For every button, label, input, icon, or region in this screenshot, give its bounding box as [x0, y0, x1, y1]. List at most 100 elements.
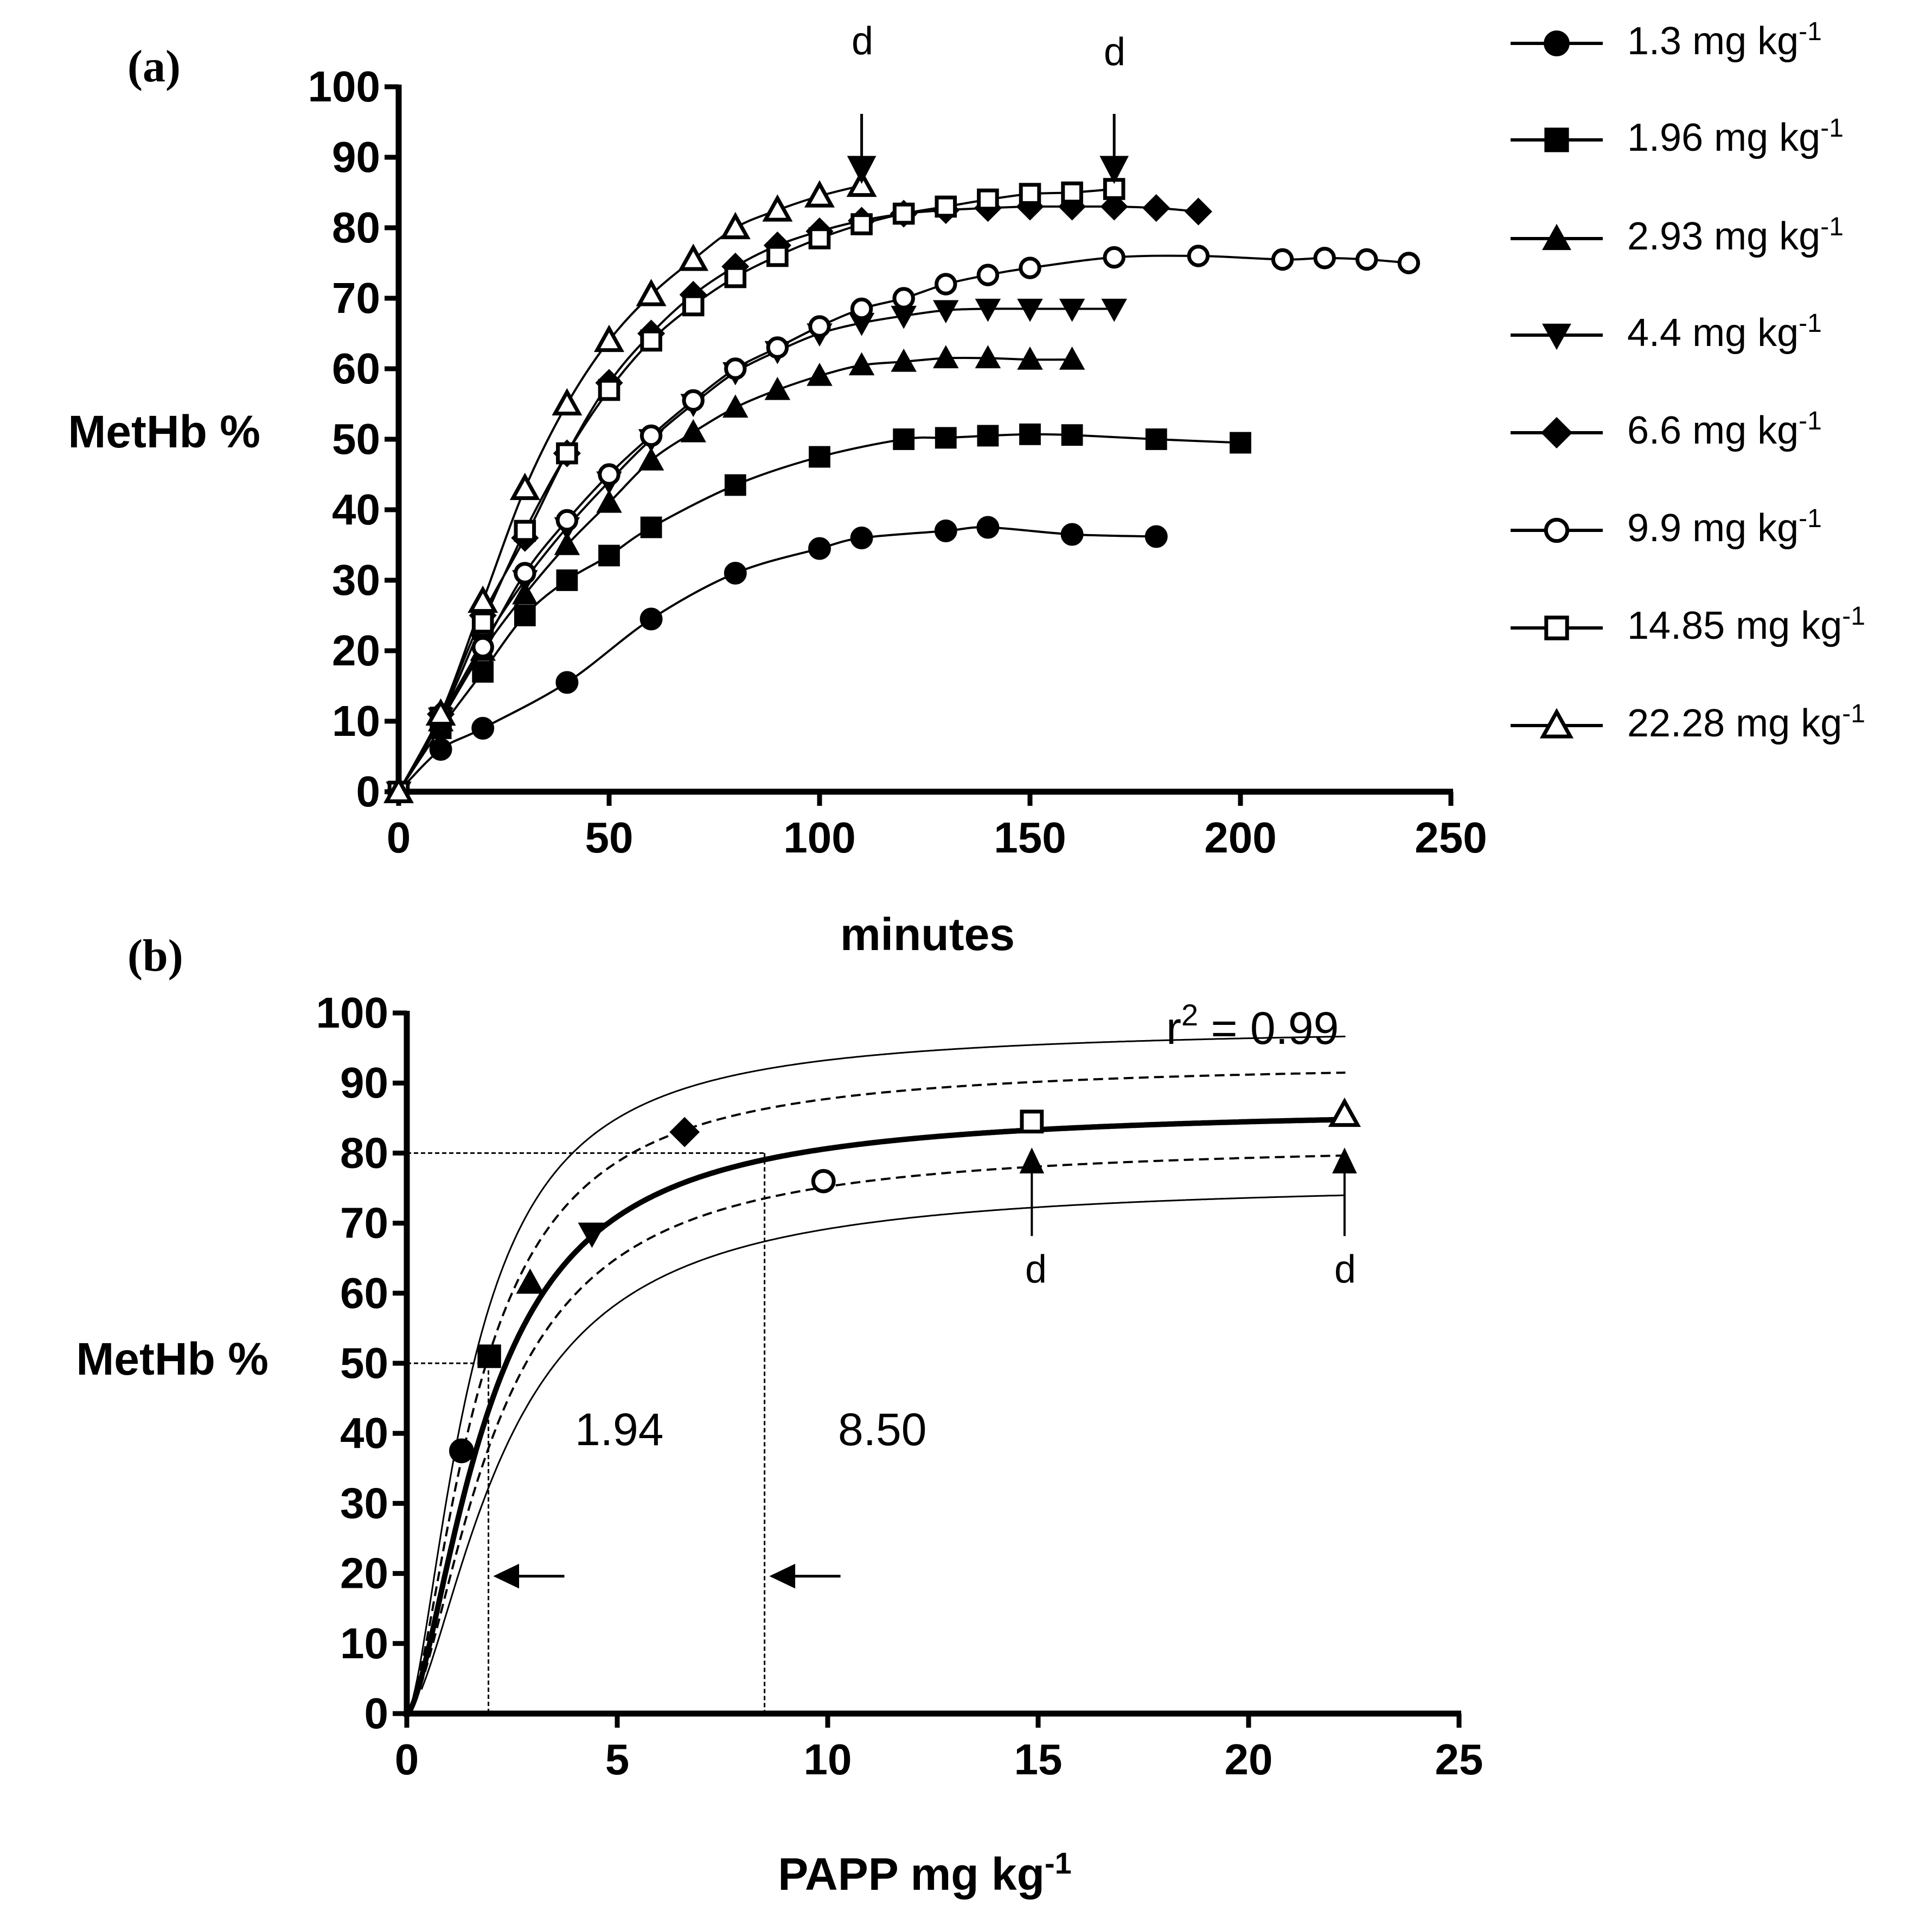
- data-point: [472, 661, 494, 683]
- data-point: [850, 527, 873, 549]
- data-point: [1019, 256, 1041, 279]
- data-point: [850, 297, 873, 320]
- data-point: [640, 516, 662, 538]
- data-point: [514, 562, 536, 585]
- data-point: [596, 489, 622, 513]
- data-point: [594, 324, 624, 352]
- x-tick-label: 150: [994, 813, 1066, 862]
- x-tick-label: 100: [783, 813, 855, 862]
- data-point: [766, 245, 789, 267]
- y-tick-label: 40: [332, 485, 380, 534]
- data-point: [425, 698, 456, 726]
- data-point: [640, 329, 662, 352]
- data-point: [509, 472, 540, 501]
- data-point: [1060, 523, 1084, 546]
- legend-label-22-28: 22.28 mg kg-1: [1627, 700, 1865, 745]
- legend-marker: [1544, 30, 1570, 56]
- legend-label-9-9: 9.9 mg kg-1: [1627, 504, 1822, 550]
- data-point: [516, 1268, 545, 1294]
- data-point: [1061, 181, 1083, 204]
- data-point: [1142, 194, 1170, 222]
- data-point: [934, 519, 957, 542]
- data-point: [977, 425, 999, 447]
- data-point: [1017, 298, 1043, 322]
- data-point: [468, 585, 498, 613]
- x-tick-label: 50: [585, 813, 634, 862]
- data-point: [808, 537, 831, 560]
- data-point: [429, 738, 452, 761]
- data-point: [766, 336, 789, 359]
- data-point: [976, 264, 1000, 286]
- data-point: [804, 180, 835, 208]
- data-point: [552, 388, 583, 416]
- data-point: [892, 202, 915, 225]
- data-point: [762, 194, 793, 222]
- x-tick-label: 10: [804, 1735, 852, 1784]
- data-point: [975, 345, 1001, 369]
- y-tick-label: 80: [332, 203, 380, 252]
- data-point: [682, 389, 705, 412]
- y-tick-label: 100: [308, 62, 380, 111]
- data-point: [807, 362, 833, 386]
- data-point: [846, 169, 877, 197]
- data-point: [680, 419, 706, 442]
- panel-b-xlabel: PAPP mg kg-1: [778, 1846, 1072, 1900]
- panel-a-ylabel: MetHb %: [68, 406, 260, 457]
- data-point: [724, 266, 747, 288]
- x-tick-label: 5: [605, 1735, 630, 1784]
- panel-b-ylabel: MetHb %: [76, 1333, 268, 1384]
- ec80-label: 8.50: [838, 1404, 927, 1455]
- data-point: [514, 519, 536, 542]
- data-point: [1187, 245, 1210, 267]
- data-point: [933, 300, 959, 324]
- y-tick-label: 50: [340, 1339, 388, 1387]
- data-point: [598, 544, 620, 567]
- data-point: [809, 446, 830, 468]
- fit-curve: [406, 1117, 1346, 1714]
- legend-marker: [1542, 323, 1571, 350]
- data-point: [1144, 525, 1168, 548]
- legend-label-4-4: 4.4 mg kg-1: [1627, 309, 1822, 355]
- panel-b-reference-lines: [407, 1152, 841, 1714]
- data-point: [1019, 424, 1041, 445]
- data-point: [449, 1438, 474, 1464]
- annotation-d: d: [1025, 1248, 1047, 1291]
- data-point: [977, 188, 999, 211]
- confidence-band-upper: [406, 1072, 1346, 1715]
- data-point: [556, 442, 578, 465]
- data-point: [724, 357, 747, 380]
- x-tick-label: 15: [1014, 1735, 1063, 1784]
- y-tick-label: 90: [340, 1059, 388, 1107]
- data-point: [764, 376, 791, 400]
- data-point: [556, 569, 578, 591]
- data-point: [638, 447, 664, 471]
- data-point: [893, 428, 915, 450]
- panel-a-xlabel: minutes: [840, 909, 1015, 960]
- panel-b: (b) MetHb % PAPP mg kg-1 r2 = 0.99 0 10 20…: [76, 931, 1483, 1900]
- data-point: [1061, 424, 1083, 446]
- legend-marker: [1544, 615, 1569, 640]
- legend-label-1-96: 1.96 mg kg-1: [1627, 114, 1844, 159]
- legend-label-14-85: 14.85 mg kg-1: [1627, 602, 1865, 647]
- y-tick-label: 70: [340, 1199, 388, 1247]
- x-tick-label: 200: [1204, 813, 1276, 862]
- data-point: [471, 636, 494, 659]
- data-point: [850, 213, 873, 235]
- data-point: [471, 717, 495, 740]
- y-tick-label: 10: [332, 697, 380, 745]
- data-point: [1019, 183, 1041, 205]
- y-tick-label: 0: [364, 1689, 389, 1737]
- data-point: [975, 298, 1001, 322]
- y-tick-label: 60: [340, 1269, 388, 1317]
- annotation-d: d: [1104, 30, 1125, 74]
- ec50-label: 1.94: [575, 1404, 664, 1455]
- data-point: [1059, 346, 1085, 370]
- data-point: [811, 1169, 836, 1194]
- x-tick-label: 25: [1435, 1735, 1483, 1784]
- data-point: [1020, 1109, 1044, 1134]
- data-point: [976, 516, 1000, 539]
- reference-arrow-head: [769, 1563, 796, 1589]
- data-point: [555, 509, 579, 532]
- data-point: [1397, 252, 1421, 274]
